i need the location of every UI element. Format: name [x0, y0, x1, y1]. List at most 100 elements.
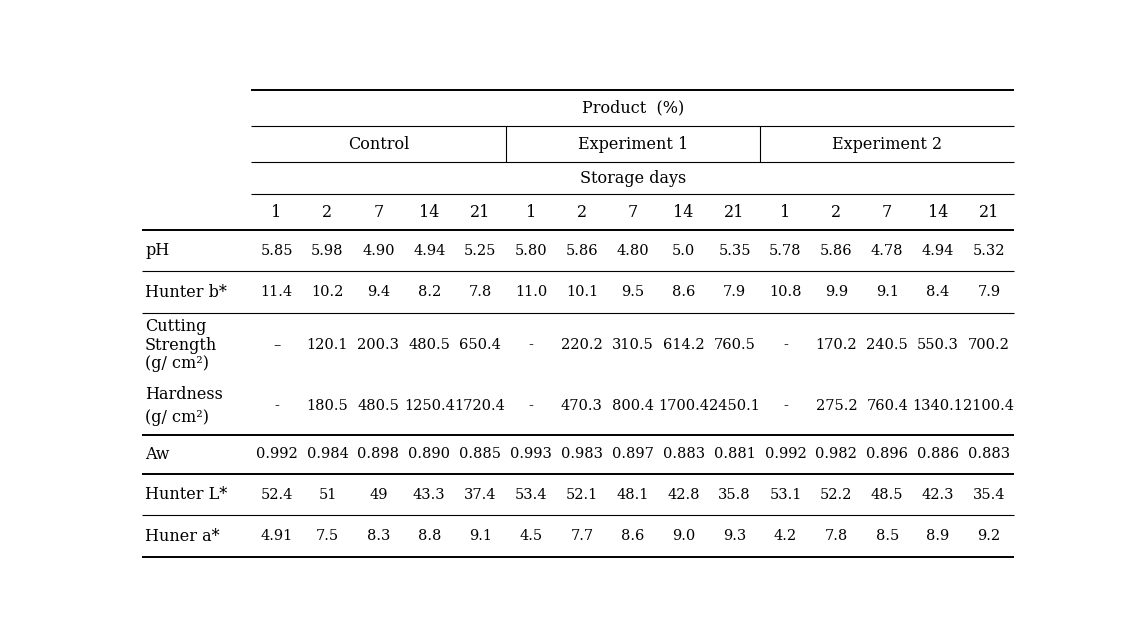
Text: 11.4: 11.4	[260, 285, 293, 299]
Text: Aw: Aw	[145, 446, 170, 463]
Text: 52.1: 52.1	[566, 488, 598, 502]
Text: 0.983: 0.983	[560, 447, 603, 461]
Text: 8.8: 8.8	[418, 529, 441, 543]
Text: 1: 1	[780, 204, 790, 221]
Text: 4.91: 4.91	[260, 529, 293, 543]
Text: 4.2: 4.2	[774, 529, 797, 543]
Text: 8.3: 8.3	[367, 529, 391, 543]
Text: 0.896: 0.896	[866, 447, 908, 461]
Text: 5.32: 5.32	[972, 244, 1005, 258]
Text: 8.5: 8.5	[875, 529, 899, 543]
Text: 5.98: 5.98	[311, 244, 344, 258]
Text: 7.5: 7.5	[316, 529, 340, 543]
Text: 310.5: 310.5	[612, 338, 653, 352]
Text: 9.1: 9.1	[469, 529, 491, 543]
Text: -: -	[783, 338, 788, 352]
Text: 1700.4: 1700.4	[658, 399, 709, 413]
Text: 1720.4: 1720.4	[455, 399, 506, 413]
Text: 21: 21	[979, 204, 1000, 221]
Text: (g/ cm²): (g/ cm²)	[145, 355, 209, 372]
Text: 0.886: 0.886	[917, 447, 959, 461]
Text: 8.6: 8.6	[621, 529, 644, 543]
Text: 1: 1	[272, 204, 282, 221]
Text: 9.9: 9.9	[825, 285, 848, 299]
Text: 43.3: 43.3	[413, 488, 446, 502]
Text: 760.5: 760.5	[713, 338, 755, 352]
Text: 9.0: 9.0	[672, 529, 695, 543]
Text: 53.1: 53.1	[770, 488, 801, 502]
Text: 120.1: 120.1	[307, 338, 349, 352]
Text: 9.1: 9.1	[876, 285, 899, 299]
Text: 5.35: 5.35	[719, 244, 751, 258]
Text: Cutting: Cutting	[145, 318, 206, 335]
Text: 0.992: 0.992	[764, 447, 806, 461]
Text: 0.898: 0.898	[358, 447, 400, 461]
Text: 0.883: 0.883	[662, 447, 705, 461]
Text: 614.2: 614.2	[663, 338, 704, 352]
Text: 21: 21	[470, 204, 490, 221]
Text: 5.80: 5.80	[515, 244, 548, 258]
Text: -: -	[529, 338, 533, 352]
Text: Storage days: Storage days	[580, 170, 686, 187]
Text: 0.883: 0.883	[968, 447, 1010, 461]
Text: 1: 1	[526, 204, 537, 221]
Text: 48.1: 48.1	[617, 488, 649, 502]
Text: 4.90: 4.90	[362, 244, 395, 258]
Text: Hunter L*: Hunter L*	[145, 487, 228, 504]
Text: 14: 14	[674, 204, 694, 221]
Text: 480.5: 480.5	[358, 399, 400, 413]
Text: 7.8: 7.8	[825, 529, 848, 543]
Text: 7.9: 7.9	[723, 285, 746, 299]
Text: 21: 21	[724, 204, 745, 221]
Text: 51: 51	[318, 488, 336, 502]
Text: 200.3: 200.3	[358, 338, 400, 352]
Text: Huner a*: Huner a*	[145, 528, 220, 545]
Text: 5.78: 5.78	[769, 244, 801, 258]
Text: 7.8: 7.8	[469, 285, 491, 299]
Text: Strength: Strength	[145, 336, 217, 353]
Text: -: -	[529, 399, 533, 413]
Text: 800.4: 800.4	[611, 399, 654, 413]
Text: 2: 2	[323, 204, 333, 221]
Text: Experiment 1: Experiment 1	[577, 136, 688, 153]
Text: 35.8: 35.8	[718, 488, 751, 502]
Text: 8.6: 8.6	[672, 285, 695, 299]
Text: 9.4: 9.4	[367, 285, 389, 299]
Text: 7: 7	[627, 204, 638, 221]
Text: 1250.4: 1250.4	[404, 399, 455, 413]
Text: 550.3: 550.3	[917, 338, 959, 352]
Text: 5.86: 5.86	[820, 244, 852, 258]
Text: 760.4: 760.4	[866, 399, 908, 413]
Text: 8.2: 8.2	[418, 285, 440, 299]
Text: 0.984: 0.984	[307, 447, 349, 461]
Text: 10.2: 10.2	[311, 285, 344, 299]
Text: 180.5: 180.5	[307, 399, 349, 413]
Text: pH: pH	[145, 242, 170, 259]
Text: 170.2: 170.2	[815, 338, 857, 352]
Text: 52.4: 52.4	[260, 488, 293, 502]
Text: 240.5: 240.5	[866, 338, 908, 352]
Text: 35.4: 35.4	[972, 488, 1005, 502]
Text: 7.7: 7.7	[571, 529, 593, 543]
Text: 5.25: 5.25	[464, 244, 496, 258]
Text: 4.80: 4.80	[617, 244, 649, 258]
Text: 7: 7	[882, 204, 892, 221]
Text: 52.2: 52.2	[821, 488, 852, 502]
Text: 0.993: 0.993	[511, 447, 552, 461]
Text: Control: Control	[348, 136, 409, 153]
Text: 2100.4: 2100.4	[963, 399, 1014, 413]
Text: 4.5: 4.5	[520, 529, 542, 543]
Text: Hunter b*: Hunter b*	[145, 283, 226, 300]
Text: 9.2: 9.2	[977, 529, 1001, 543]
Text: 0.885: 0.885	[460, 447, 501, 461]
Text: 14: 14	[419, 204, 439, 221]
Text: 220.2: 220.2	[561, 338, 602, 352]
Text: 9.5: 9.5	[621, 285, 644, 299]
Text: 9.3: 9.3	[723, 529, 746, 543]
Text: 0.897: 0.897	[612, 447, 653, 461]
Text: 2: 2	[577, 204, 588, 221]
Text: 480.5: 480.5	[409, 338, 451, 352]
Text: 650.4: 650.4	[460, 338, 501, 352]
Text: 7.9: 7.9	[977, 285, 1001, 299]
Text: 700.2: 700.2	[968, 338, 1010, 352]
